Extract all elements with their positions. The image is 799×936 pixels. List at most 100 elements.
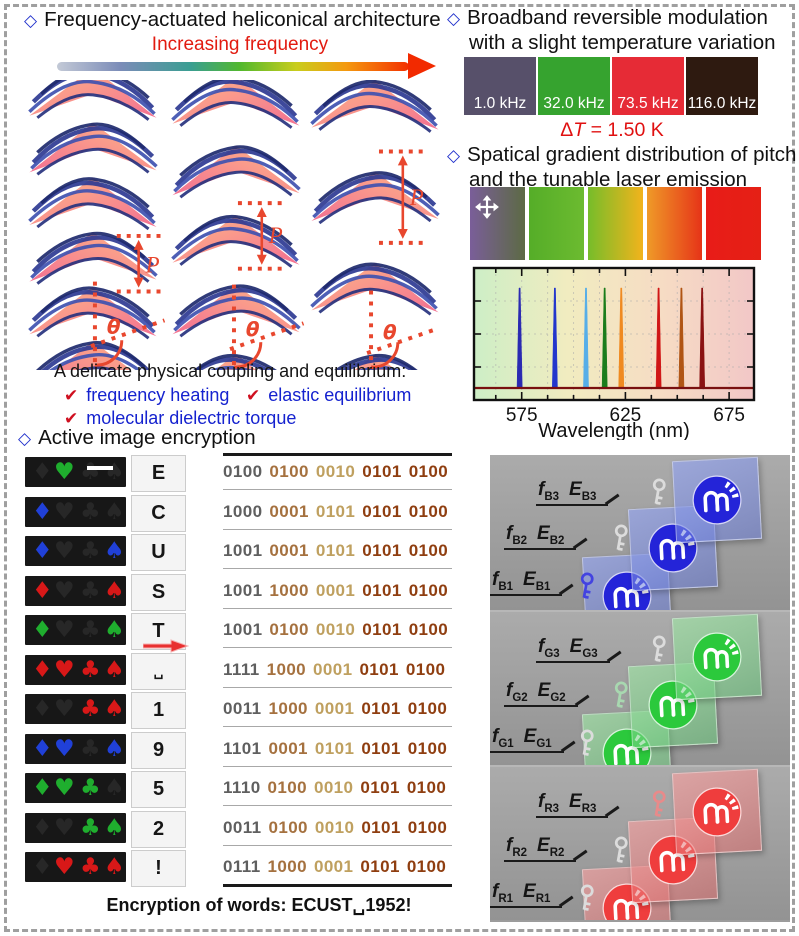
suit-diamond: ♦: [32, 459, 53, 485]
binary-group: 1001: [223, 580, 263, 600]
decoded-character: S: [131, 573, 186, 611]
suit-diamond: ♦: [32, 538, 53, 564]
pitch-gradient-strip: [470, 187, 525, 260]
binary-row-rule: [223, 568, 452, 569]
pitch-angle-annotations: P P Pθ θ θ: [90, 149, 440, 370]
encrypted-card-green: [671, 613, 763, 701]
binary-group: 0101: [360, 857, 400, 876]
micrograph-strip: ♦ ♥ ♣ ♠: [25, 536, 126, 566]
binary-group: 0100: [405, 659, 446, 679]
binary-row-rule: [223, 607, 452, 609]
coupling-item-frequency-heating: ✔ frequency heating: [64, 385, 229, 406]
pitch-label: P: [268, 223, 283, 248]
binary-group: 0100: [268, 817, 308, 837]
key-icon: [646, 787, 671, 820]
e-subscript: R1: [535, 892, 551, 905]
binary-group: 0001: [313, 857, 354, 876]
laser-emission-spectrum-chart: 575 625 675 Wavelength (nm): [452, 264, 797, 442]
decoded-character: 1: [131, 692, 186, 729]
label-connector-line: [559, 583, 574, 596]
suit-spade: ♠: [104, 775, 125, 801]
coupling-item-molecular-dielectric-torque: ✔ molecular dielectric torque: [64, 408, 296, 429]
micrograph-strip: ♦ ♥ ♣ ♠: [25, 694, 126, 724]
decoded-character: 2: [131, 810, 186, 848]
x-axis-label: Wavelength (nm): [538, 420, 690, 440]
binary-code-row: 1110 0100 0010 0101 0100: [223, 778, 457, 798]
binary-code-row: 1001 1000 0001 0101 0100: [223, 581, 457, 601]
binary-table-top-rule: [223, 453, 452, 456]
texture-swatch: 32.0 kHz: [538, 57, 610, 115]
suit-spade: ♠: [104, 854, 125, 880]
binary-row-rule: [223, 844, 452, 846]
suit-heart: ♥: [54, 854, 75, 880]
binary-group: 0100: [407, 699, 448, 718]
f-symbol: f: [538, 791, 545, 812]
theta-label: θ: [383, 321, 397, 344]
encrypted-card-red: [671, 768, 763, 856]
pitch-label: P: [409, 185, 424, 210]
suit-heart: ♥: [54, 735, 75, 762]
diamond-bullet-icon: ◇: [447, 9, 461, 28]
label-connector-line: [606, 650, 621, 663]
binary-group: 0101: [314, 738, 355, 758]
f-subscript: B3: [544, 490, 560, 503]
key-group-blue: fB3 EB3 fB2 EB2 fB1 EB1: [490, 455, 790, 610]
texture-swatch: 73.5 kHz: [612, 57, 684, 115]
frequency-arrowhead-icon: [408, 53, 436, 79]
encryption-title-text: Active image encryption: [38, 426, 256, 449]
key-icon: [608, 521, 633, 554]
decoded-character: 9: [131, 731, 186, 769]
binary-group: 0101: [362, 620, 402, 639]
frequency-gradient-bar: [57, 62, 409, 71]
binary-code-row: 0100 0100 0010 0101 0100: [223, 462, 457, 482]
decoded-character: C: [131, 494, 186, 532]
binary-group: 0100: [408, 620, 449, 639]
coupling-heading: A delicate physical coupling and equilib…: [54, 361, 407, 381]
gradient-panel-title-line2: and the tunable laser emission: [469, 168, 748, 191]
binary-group: 0101: [361, 699, 401, 718]
swatch-frequency-label: 32.0 kHz: [543, 95, 605, 112]
f-subscript: R3: [544, 802, 560, 815]
e-subscript: B3: [581, 490, 597, 503]
binary-code-row: 1001 0001 0101 0101 0100: [223, 541, 457, 561]
e-symbol: E: [523, 881, 536, 902]
suit-heart: ♥: [54, 814, 75, 841]
logo-emblem-icon: [689, 472, 746, 529]
binary-code-row: 1101 0001 0101 0101 0100: [223, 739, 457, 759]
binary-group: 0100: [408, 501, 449, 521]
suit-spade: ♠: [104, 459, 125, 485]
e-symbol: E: [537, 680, 551, 701]
f-symbol: f: [492, 726, 499, 747]
modulation-panel-title-line1: ◇ Broadband reversible modulation: [447, 6, 768, 30]
suit-diamond: ♦: [32, 696, 53, 722]
suit-club: ♣: [80, 775, 101, 801]
delta-value: = 1.50 K: [585, 119, 664, 141]
binary-group: 0100: [408, 541, 449, 560]
label-connector-line: [574, 694, 589, 707]
diamond-bullet-icon: ◇: [24, 11, 38, 30]
micrograph-strip: ♦ ♥ ♣ ♠: [25, 615, 126, 645]
check-icon: ✔: [246, 386, 261, 405]
suit-club: ♣: [80, 498, 101, 525]
frequency-energy-label: fR2 ER2: [504, 835, 588, 862]
f-subscript: B2: [512, 534, 528, 547]
f-subscript: B1: [498, 580, 514, 593]
f-subscript: G3: [544, 647, 560, 660]
helix-columns: [29, 80, 438, 370]
e-subscript: G2: [550, 691, 566, 704]
binary-group: 1110: [223, 778, 261, 797]
binary-group: 0010: [314, 817, 355, 837]
micrograph-strip: ♦ ♥ ♣ ♠: [25, 812, 126, 843]
binary-group: 1000: [223, 501, 263, 521]
f-symbol: f: [492, 881, 499, 902]
binary-code-row: 0011 0100 0010 0101 0100: [223, 818, 457, 838]
suit-spade: ♠: [104, 696, 125, 722]
suit-club: ♣: [80, 577, 101, 604]
suit-diamond: ♦: [32, 656, 53, 683]
label-connector-line: [560, 740, 575, 753]
pitch-gradient-strip: [588, 187, 643, 260]
check-icon: ✔: [64, 386, 79, 405]
suit-heart: ♥: [54, 775, 75, 801]
swatch-frequency-label: 116.0 kHz: [687, 95, 757, 112]
pitch-gradient-micrographs: [470, 187, 761, 260]
